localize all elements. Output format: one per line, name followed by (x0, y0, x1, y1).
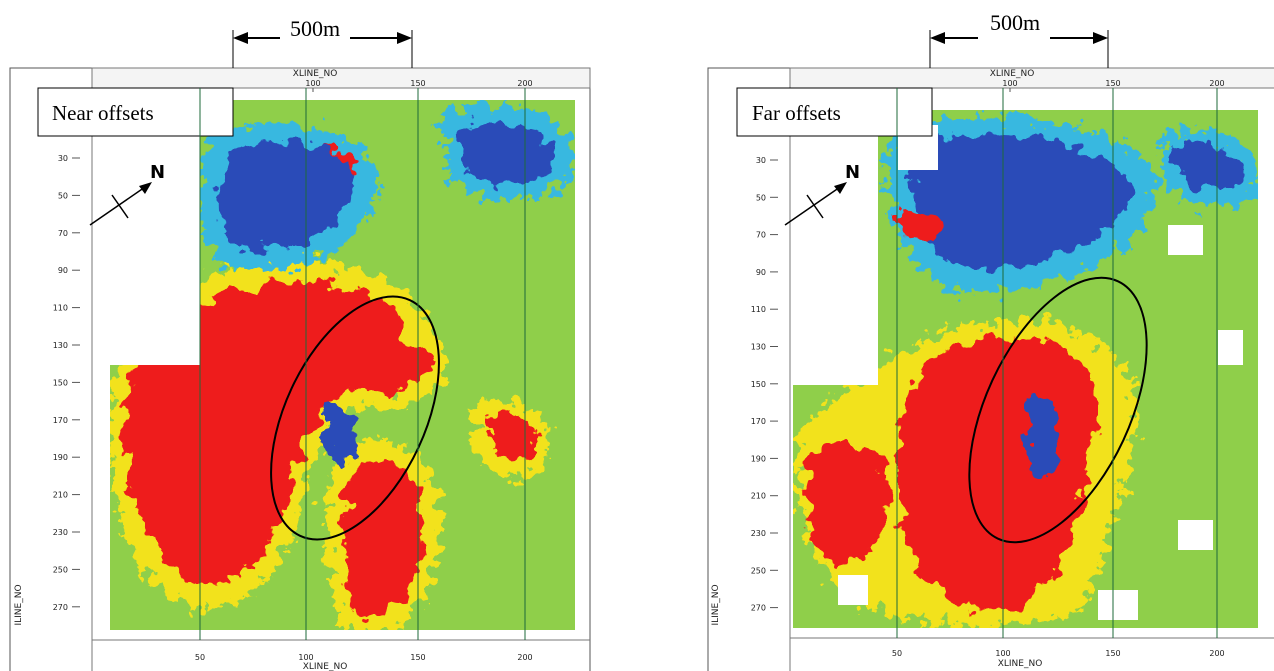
y-tick-label: 110 (751, 305, 766, 314)
top-tick-label: 150 (1105, 79, 1120, 88)
y-tick-label: 150 (751, 380, 766, 389)
panel-label: Near offsets (52, 101, 154, 125)
bottom-axis-title: XLINE_NO (303, 662, 348, 671)
y-tick-label: 50 (58, 191, 68, 200)
y-tick-label: 170 (751, 417, 766, 426)
north-arrow: N (89, 162, 165, 226)
north-arrow: N (784, 162, 860, 226)
top-tick-label: 100 (305, 79, 320, 88)
y-tick-label: 230 (751, 529, 766, 538)
top-axis-title: XLINE_NO (293, 69, 338, 79)
y-tick-label: 30 (58, 154, 68, 163)
top-tick-label: 200 (517, 79, 532, 88)
bottom-tick-label: 50 (195, 653, 205, 662)
y-tick-label: 250 (751, 566, 766, 575)
y-tick-label: 70 (756, 231, 766, 240)
y-tick-label: 50 (756, 193, 766, 202)
panel: Far offsets N 500m XLINE_NO XLINE_NO ILI… (707, 10, 1274, 671)
bottom-tick-label: 100 (995, 649, 1010, 658)
y-tick-label: 30 (756, 156, 766, 165)
scale-bar: 500m (232, 16, 413, 68)
top-axis-strip (789, 67, 1274, 89)
north-label: N (150, 162, 165, 183)
bottom-tick-label: 150 (1105, 649, 1120, 658)
top-axis-title: XLINE_NO (990, 69, 1035, 79)
bottom-tick-label: 200 (1209, 649, 1224, 658)
top-axis-strip (91, 67, 591, 89)
y-tick-label: 70 (58, 229, 68, 238)
y-tick-label: 190 (751, 454, 766, 463)
y-tick-label: 150 (53, 378, 68, 387)
left-axis-title: ILINE_NO (711, 584, 721, 625)
label-box (736, 87, 933, 137)
y-tick-label: 130 (53, 341, 68, 350)
bottom-axis-title: XLINE_NO (998, 659, 1043, 669)
bottom-tick-label: 50 (892, 649, 902, 658)
scale-bar: 500m (929, 10, 1109, 68)
y-tick-label: 250 (53, 565, 68, 574)
top-tick-label: 100 (1002, 79, 1017, 88)
y-tick-label: 230 (53, 528, 68, 537)
panel: Near offsets N 500m XLINE_NO XLINE_NO IL… (9, 16, 591, 671)
y-tick-label: 210 (53, 491, 68, 500)
north-label: N (845, 162, 860, 183)
top-tick-label: 200 (1209, 79, 1224, 88)
bottom-tick-label: 100 (298, 653, 313, 662)
y-tick-label: 210 (751, 492, 766, 501)
bottom-tick-label: 200 (517, 653, 532, 662)
y-tick-label: 110 (53, 304, 68, 313)
y-tick-label: 270 (53, 603, 68, 612)
y-tick-label: 170 (53, 416, 68, 425)
y-tick-label: 270 (751, 604, 766, 613)
bottom-tick-label: 150 (410, 653, 425, 662)
panel-label: Far offsets (752, 101, 841, 125)
scale-label: 500m (290, 16, 340, 41)
y-tick-label: 130 (751, 343, 766, 352)
y-tick-label: 90 (756, 268, 766, 277)
scale-label: 500m (990, 10, 1040, 35)
y-tick-label: 90 (58, 266, 68, 275)
top-tick-label: 150 (410, 79, 425, 88)
highlight-ellipse (968, 276, 1148, 544)
y-tick-label: 190 (53, 453, 68, 462)
left-axis-title: ILINE_NO (14, 584, 24, 625)
